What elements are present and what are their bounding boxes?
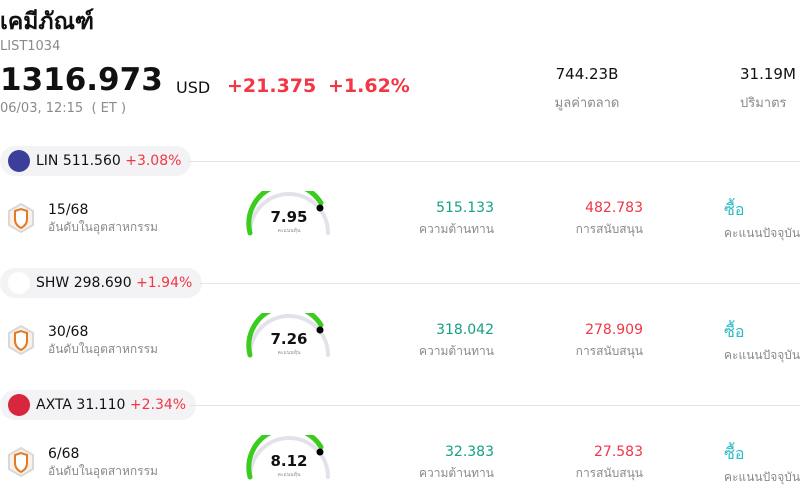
rank-icon	[8, 202, 34, 234]
stock-price: 298.690	[73, 275, 132, 291]
rating-label: คะแนนปัจจุบัน	[724, 226, 800, 240]
price: 1316.973	[0, 62, 163, 98]
score-gauge	[246, 313, 330, 358]
rank: 30/68	[48, 324, 89, 340]
change-pct: +1.62%	[328, 75, 410, 97]
symbol: SHW	[36, 275, 70, 291]
rank-label: อันดับในอุตสาหกรรม	[48, 464, 158, 478]
symbol: LIN	[36, 153, 59, 169]
stock-pill[interactable]: SHW 298.690 +1.94%	[0, 268, 203, 298]
time: 06/03, 12:15 ( ET )	[0, 101, 127, 116]
rating-label: คะแนนปัจจุบัน	[724, 348, 800, 362]
score-gauge	[246, 191, 330, 236]
title: เคมีภัณฑ์	[0, 9, 94, 35]
rank: 15/68	[48, 202, 89, 218]
resistance: 515.133	[436, 200, 494, 216]
support-label: การสนับสนุน	[575, 222, 643, 236]
stat-label: ปริมาตร	[740, 96, 787, 111]
support-label: การสนับสนุน	[575, 344, 643, 358]
score: 7.26	[270, 330, 308, 348]
support-label: การสนับสนุน	[575, 466, 643, 480]
support: 278.909	[585, 322, 643, 338]
rating: ซื้อ	[724, 322, 745, 341]
stock-price: 511.560	[62, 153, 121, 169]
stat-label: มูลค่าตลาด	[554, 96, 620, 111]
rank-label: อันดับในอุตสาหกรรม	[48, 342, 158, 356]
symbol: AXTA	[36, 397, 72, 413]
currency: USD	[176, 78, 211, 97]
score-gauge	[246, 435, 330, 480]
rank-icon	[8, 446, 34, 478]
support: 482.783	[585, 200, 643, 216]
stock-price: 31.110	[76, 397, 126, 413]
resistance: 318.042	[436, 322, 494, 338]
stat-value: 744.23B	[555, 65, 619, 83]
stock-change: +3.08%	[125, 153, 182, 169]
rating: ซื้อ	[724, 200, 745, 219]
divider	[199, 283, 800, 284]
support: 27.583	[594, 444, 643, 460]
divider	[188, 161, 800, 162]
stock-icon	[8, 394, 30, 416]
stock-change: +1.94%	[136, 275, 193, 291]
stat-value: 31.19M	[740, 65, 796, 83]
resistance: 32.383	[445, 444, 494, 460]
stock-pill[interactable]: AXTA 31.110 +2.34%	[0, 390, 197, 420]
resistance-label: ความต้านทาน	[419, 344, 494, 358]
score: 8.12	[270, 452, 308, 470]
rating: ซื้อ	[724, 444, 745, 463]
score-label: คะแนนหุ้น	[277, 350, 301, 356]
stock-icon	[8, 150, 30, 172]
score-label: คะแนนหุ้น	[277, 228, 301, 234]
score-label: คะแนนหุ้น	[277, 472, 301, 478]
stock-icon	[8, 272, 30, 294]
change: +21.375	[227, 75, 317, 97]
rating-label: คะแนนปัจจุบัน	[724, 470, 800, 484]
rank-icon	[8, 324, 34, 356]
stock-pill[interactable]: LIN 511.560 +3.08%	[0, 146, 192, 176]
stock-change: +2.34%	[129, 397, 187, 413]
code: LIST1034	[0, 39, 61, 54]
resistance-label: ความต้านทาน	[419, 222, 494, 236]
divider	[190, 405, 800, 406]
score: 7.95	[270, 208, 308, 226]
rank-label: อันดับในอุตสาหกรรม	[48, 220, 158, 234]
rank: 6/68	[48, 446, 80, 462]
resistance-label: ความต้านทาน	[419, 466, 494, 480]
